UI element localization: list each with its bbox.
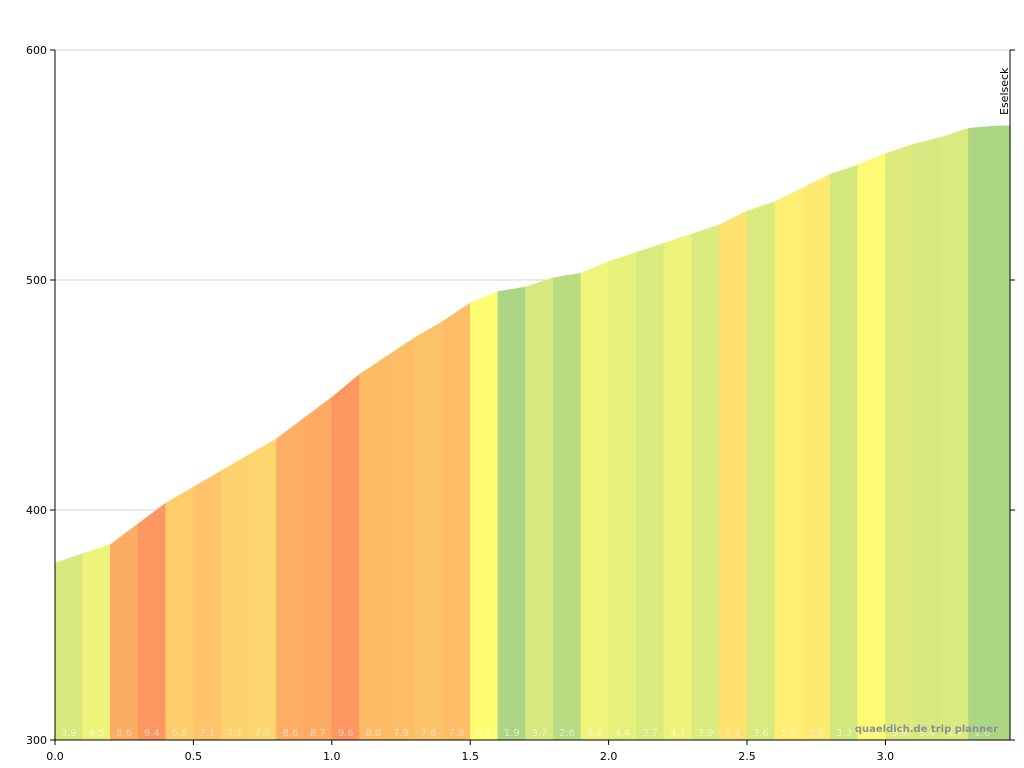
x-tick-label-3.0: 3.0 bbox=[877, 750, 895, 763]
grade-label-22: 4.7 bbox=[670, 728, 686, 739]
y-tick-label-300: 300 bbox=[26, 734, 47, 747]
grade-label-5: 7.1 bbox=[199, 728, 215, 739]
segment-28 bbox=[829, 164, 859, 741]
segment-31 bbox=[912, 137, 942, 741]
segment-8 bbox=[276, 417, 305, 741]
segment-14 bbox=[442, 302, 471, 741]
grade-label-28: 3.3 bbox=[836, 728, 852, 739]
x-tick-label-1.0: 1.0 bbox=[323, 750, 341, 763]
segment-33 bbox=[968, 125, 997, 741]
x-tick-label-0.0: 0.0 bbox=[46, 750, 64, 763]
x-tick-label-0.5: 0.5 bbox=[185, 750, 203, 763]
segment-16 bbox=[497, 286, 526, 741]
grade-labels: 3.9 4.5 8.6 9.4 6.8 7.1 7.1 7.0 8.6 8.7 9.6 8.0 7.9 7… bbox=[61, 728, 990, 739]
x-tick-label-2.5: 2.5 bbox=[738, 750, 756, 763]
y-tick-label-500: 500 bbox=[26, 274, 47, 287]
segment-17 bbox=[525, 277, 554, 741]
grade-label-19: 4.6 bbox=[587, 728, 603, 739]
y-tick-label-400: 400 bbox=[26, 504, 47, 517]
segment-12 bbox=[386, 337, 416, 741]
grade-label-8: 8.6 bbox=[282, 728, 298, 739]
grade-label-1: 4.5 bbox=[89, 728, 105, 739]
segment-23 bbox=[691, 224, 720, 741]
grade-label-14: 7.8 bbox=[448, 728, 464, 739]
segment-7 bbox=[248, 438, 277, 741]
annotations: Eselseck bbox=[998, 67, 1011, 115]
grade-label-29: 4.9 bbox=[864, 728, 880, 739]
grade-label-3: 9.4 bbox=[144, 728, 160, 739]
segment-5 bbox=[193, 470, 222, 741]
x-tick-label-2.0: 2.0 bbox=[600, 750, 618, 763]
grade-label-13: 7.6 bbox=[421, 728, 437, 739]
segment-27 bbox=[802, 173, 831, 741]
segment-6 bbox=[220, 454, 250, 741]
segment-32 bbox=[940, 127, 969, 741]
peak-label-0: Eselseck bbox=[998, 67, 1011, 115]
x-tick-label-1.5: 1.5 bbox=[461, 750, 479, 763]
segment-3 bbox=[137, 502, 166, 741]
segment-24 bbox=[719, 210, 748, 741]
grade-label-10: 9.6 bbox=[338, 728, 354, 739]
grade-label-27: 5.8 bbox=[808, 728, 824, 739]
segment-1 bbox=[82, 544, 111, 741]
grade-label-18: 2.6 bbox=[559, 728, 575, 739]
grade-label-6: 7.1 bbox=[227, 728, 243, 739]
grade-label-23: 3.9 bbox=[698, 728, 714, 739]
grade-label-21: 3.7 bbox=[642, 728, 658, 739]
grade-label-9: 8.7 bbox=[310, 728, 326, 739]
segment-34 bbox=[995, 125, 1011, 741]
gradient-segments bbox=[54, 125, 1011, 741]
grade-label-16: 1.9 bbox=[504, 728, 520, 739]
grade-label-7: 7.0 bbox=[255, 728, 271, 739]
segment-20 bbox=[608, 252, 637, 741]
segment-18 bbox=[553, 272, 582, 741]
grade-label-31: 3.4 bbox=[919, 728, 935, 739]
grade-label-20: 4.4 bbox=[615, 728, 631, 739]
segment-0 bbox=[54, 553, 83, 741]
segment-25 bbox=[746, 201, 775, 741]
segment-22 bbox=[663, 233, 692, 741]
segment-19 bbox=[580, 261, 609, 741]
grade-label-2: 8.6 bbox=[116, 728, 132, 739]
segment-4 bbox=[165, 486, 194, 741]
grade-label-24: 6.2 bbox=[725, 728, 741, 739]
credit-text: quaeldich.de trip planner bbox=[855, 724, 998, 735]
grade-label-17: 3.7 bbox=[531, 728, 547, 739]
segment-29 bbox=[857, 153, 886, 741]
y-tick-label-600: 600 bbox=[26, 44, 47, 57]
segment-10 bbox=[331, 373, 360, 741]
segment-15 bbox=[469, 291, 499, 741]
segment-9 bbox=[303, 396, 333, 741]
segment-13 bbox=[414, 320, 443, 741]
grade-label-32: 3.7 bbox=[947, 728, 963, 739]
segment-30 bbox=[885, 143, 914, 741]
grade-label-26: 5.6 bbox=[781, 728, 797, 739]
axes: 300 400 500 600 0.0 0.5 1.0 1.5 2.0 2.5 3.0 bbox=[26, 44, 1015, 763]
grade-label-11: 8.0 bbox=[365, 728, 381, 739]
segment-26 bbox=[774, 187, 803, 741]
grade-label-25: 3.6 bbox=[753, 728, 769, 739]
grade-label-0: 3.9 bbox=[61, 728, 77, 739]
grade-label-12: 7.9 bbox=[393, 728, 409, 739]
grade-label-33: 1.6 bbox=[974, 728, 990, 739]
grade-label-15: 5.1 bbox=[476, 728, 492, 739]
segment-11 bbox=[359, 355, 388, 741]
grade-label-4: 6.8 bbox=[172, 728, 188, 739]
segment-2 bbox=[110, 523, 139, 741]
segment-21 bbox=[636, 242, 665, 741]
grade-label-30: 3.9 bbox=[891, 728, 907, 739]
